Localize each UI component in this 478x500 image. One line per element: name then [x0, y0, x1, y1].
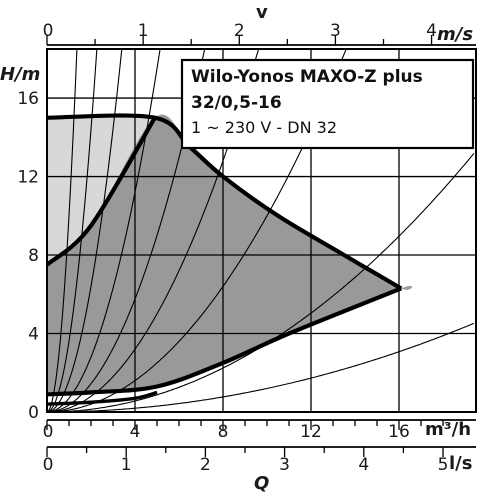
ls-tick-label: 5 — [438, 455, 449, 475]
y-tick-label: 8 — [28, 246, 39, 266]
ls-unit-label: l/s — [449, 453, 472, 474]
title-box: Wilo-Yonos MAXO-Z plus 32/0,5-16 1 ~ 230… — [180, 58, 475, 150]
system-curve-4 — [47, 49, 161, 412]
ms-tick-label: 0 — [43, 21, 54, 41]
ls-tick-label: 2 — [200, 455, 211, 475]
ls-tick-label: 1 — [121, 455, 132, 475]
flow-ls-axis: 0 1 2 3 4 5 — [43, 446, 476, 475]
flow-m3h-axis: 0 4 8 12 16 — [43, 419, 476, 442]
ms-tick-label: 1 — [138, 21, 149, 41]
top-axis-unit: m/s — [437, 24, 473, 45]
upper-left-area — [47, 117, 155, 265]
plot-frame — [46, 48, 477, 413]
ls-tick-label: 3 — [279, 455, 290, 475]
system-curve-3 — [47, 49, 123, 412]
chart-title-line2: 32/0,5-16 — [191, 93, 282, 113]
min-curve — [47, 286, 402, 397]
x-axis-label: Q — [254, 473, 269, 494]
velocity-axis: 0 1 2 3 4 — [43, 21, 476, 46]
ms-tick-label: 3 — [330, 21, 341, 41]
y-tick-label: 0 — [28, 403, 39, 423]
system-curve-2 — [47, 49, 98, 412]
m3h-tick-label: 0 — [43, 422, 54, 442]
ms-tick-label: 4 — [426, 21, 437, 41]
min-lower-curve — [47, 390, 158, 406]
system-curve-9 — [47, 322, 475, 412]
y-tick-label: 16 — [17, 89, 39, 109]
m3h-tick-label: 12 — [300, 422, 322, 442]
m3h-unit-label: m³/h — [425, 419, 471, 440]
y-tick-label: 4 — [28, 325, 39, 345]
y-tick-label: 12 — [17, 168, 39, 188]
ls-tick-label: 4 — [358, 455, 369, 475]
y-axis-label: H/m — [0, 64, 40, 85]
max-curve — [47, 113, 403, 291]
top-axis-label: v — [256, 2, 268, 23]
m3h-tick-label: 4 — [130, 422, 141, 442]
head-axis: 0 4 8 12 16 — [17, 89, 39, 423]
ms-tick-label: 2 — [234, 21, 245, 41]
dynamic-curve — [47, 116, 157, 267]
system-curve-1 — [47, 49, 78, 412]
m3h-tick-label: 8 — [218, 422, 229, 442]
chart-title-line1: Wilo-Yonos MAXO-Z plus — [191, 67, 423, 87]
chart-subtitle: 1 ~ 230 V - DN 32 — [191, 118, 337, 137]
m3h-tick-label: 16 — [388, 422, 410, 442]
ls-tick-label: 0 — [43, 455, 54, 475]
